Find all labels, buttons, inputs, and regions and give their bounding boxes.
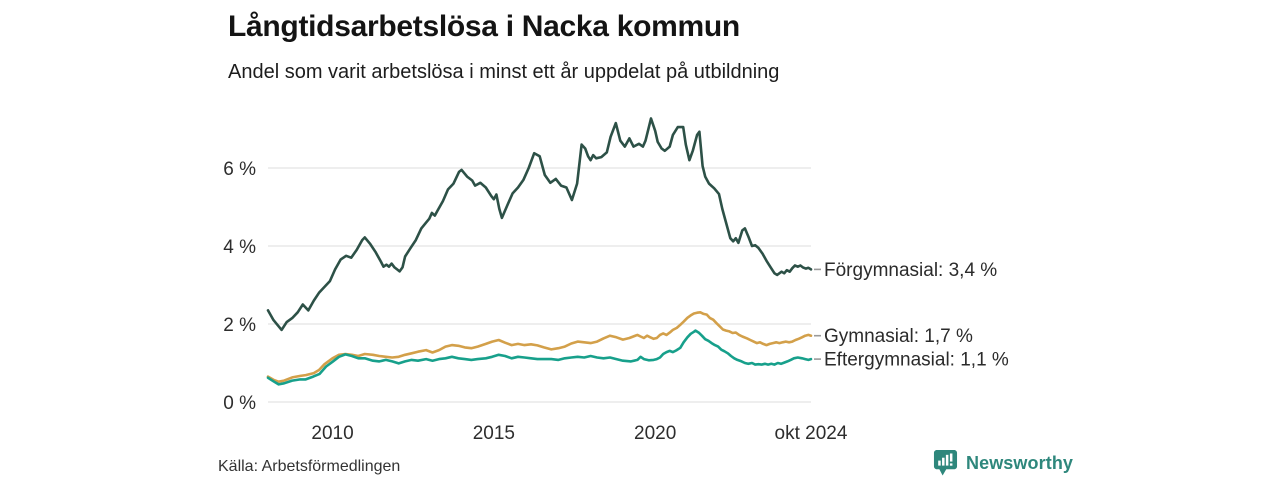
x-axis-tick-label: 2015 — [473, 423, 515, 444]
page-title: Långtidsarbetslösa i Nacka kommun — [228, 10, 740, 43]
page-subtitle: Andel som varit arbetslösa i minst ett å… — [228, 61, 780, 83]
series-line-eftergymnasial — [266, 329, 813, 386]
newsworthy-bar-chart-bubble-icon — [933, 450, 958, 476]
y-axis-tick-label: 2 % — [223, 315, 256, 336]
y-axis-tick-label: 4 % — [223, 237, 256, 258]
x-axis-tick-label: 2020 — [634, 423, 676, 444]
x-axis-tick-label: okt 2024 — [775, 423, 848, 444]
series-end-label-gymnasial: Gymnasial: 1,7 % — [824, 326, 973, 347]
series-line-gymnasial — [266, 310, 813, 384]
x-axis-tick-label: 2010 — [311, 423, 353, 444]
y-axis-tick-label: 6 % — [223, 159, 256, 180]
source-note: Källa: Arbetsförmedlingen — [218, 458, 401, 475]
newsworthy-wordmark: Newsworthy — [966, 452, 1074, 473]
series-end-label-forgymnasial: Förgymnasial: 3,4 % — [824, 260, 997, 281]
y-axis-tick-label: 0 % — [223, 393, 256, 414]
newsworthy-logo[interactable]: Newsworthy — [933, 449, 1073, 477]
series-end-label-eftergymnasial: Eftergymnasial: 1,1 % — [824, 350, 1009, 371]
series-line-forgymnasial — [266, 117, 813, 332]
chart-header: Långtidsarbetslösa i Nacka kommun Andel … — [228, 8, 779, 84]
